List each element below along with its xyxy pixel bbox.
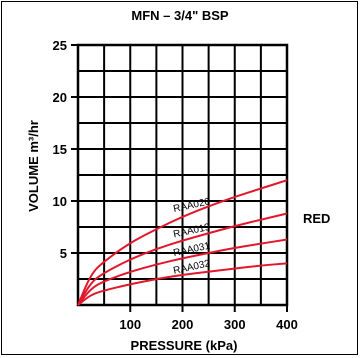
- x-tick-label: 200: [172, 317, 194, 332]
- y-tick-label: 20: [53, 90, 67, 105]
- y-tick-label: 5: [60, 246, 67, 261]
- series-line-raa032: [77, 262, 288, 306]
- x-tick-label: 400: [276, 317, 298, 332]
- x-axis-label: PRESSURE (kPa): [131, 338, 238, 353]
- y-axis-label: VOLUME m³/hr: [26, 120, 41, 212]
- series-group: [77, 179, 288, 306]
- y-tick-label: 25: [53, 38, 67, 53]
- series-line-raa020: [77, 179, 288, 306]
- axis-ticks: [71, 44, 288, 312]
- series-group-label: RED: [303, 211, 330, 226]
- tick-labels: 5 10 15 20 25 100 200 300 400: [53, 38, 298, 332]
- y-tick-label: 10: [53, 194, 67, 209]
- x-tick-label: 300: [224, 317, 246, 332]
- series-line-raa019: [77, 212, 288, 306]
- x-tick-label: 100: [119, 317, 141, 332]
- series-line-raa031: [77, 238, 288, 306]
- chart-frame: [1, 1, 358, 355]
- chart-title: MFN – 3/4" BSP: [131, 8, 229, 23]
- y-tick-label: 15: [53, 142, 67, 157]
